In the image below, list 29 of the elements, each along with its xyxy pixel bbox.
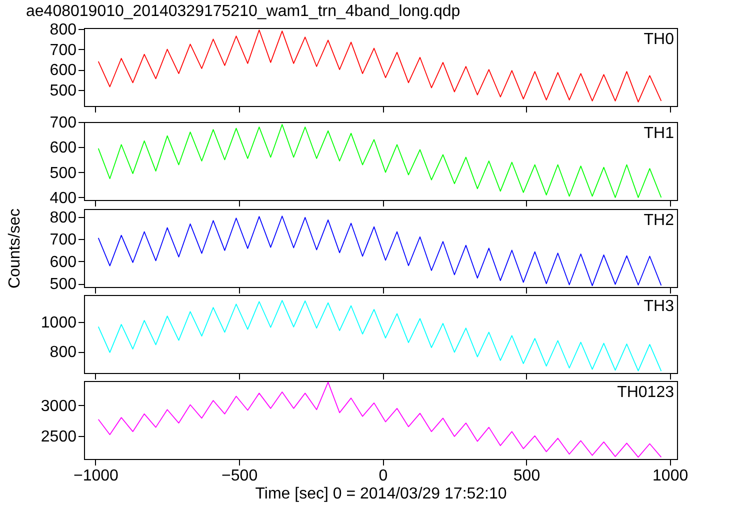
y-tick-label: 800 [50,344,77,362]
x-tick-label: 500 [513,468,540,484]
y-tick-label: 1000 [40,314,77,332]
chart-title: ae408019010_20140329175210_wam1_trn_4band_long.qdp [26,3,460,20]
y-tick-label: 800 [50,209,77,226]
text: TH0123 [617,384,674,401]
x-axis-title: Time [sec] 0 = 2014/03/29 17:52:10 [255,486,507,502]
y-tick-label: 600 [50,140,77,157]
series-label: TH0 [644,31,674,48]
y-axis-title: Counts/sec [6,208,24,289]
series-label: TH2 [644,212,674,229]
y-tick-label: 600 [50,62,77,80]
y-tick-label: 700 [50,42,77,59]
x-tick-label: −1000 [74,468,119,484]
y-tick-label: 500 [50,276,77,294]
x-tick-label: 0 [378,468,388,484]
x-tick-label: −500 [222,468,258,484]
y-tick-label: 800 [50,22,77,39]
y-tick-label: 400 [50,190,77,207]
series-label: TH3 [644,298,674,315]
x-tick-label: 1000 [652,468,688,484]
y-tick-label: 3000 [40,398,77,415]
y-tick-label: 700 [50,114,77,132]
y-tick-label: 500 [50,164,77,182]
y-tick-label: 500 [50,82,77,100]
y-tick-label: 2500 [40,428,77,446]
series-label: TH1 [644,125,674,142]
y-tick-label: 600 [50,254,77,271]
y-tick-label: 700 [50,232,77,249]
